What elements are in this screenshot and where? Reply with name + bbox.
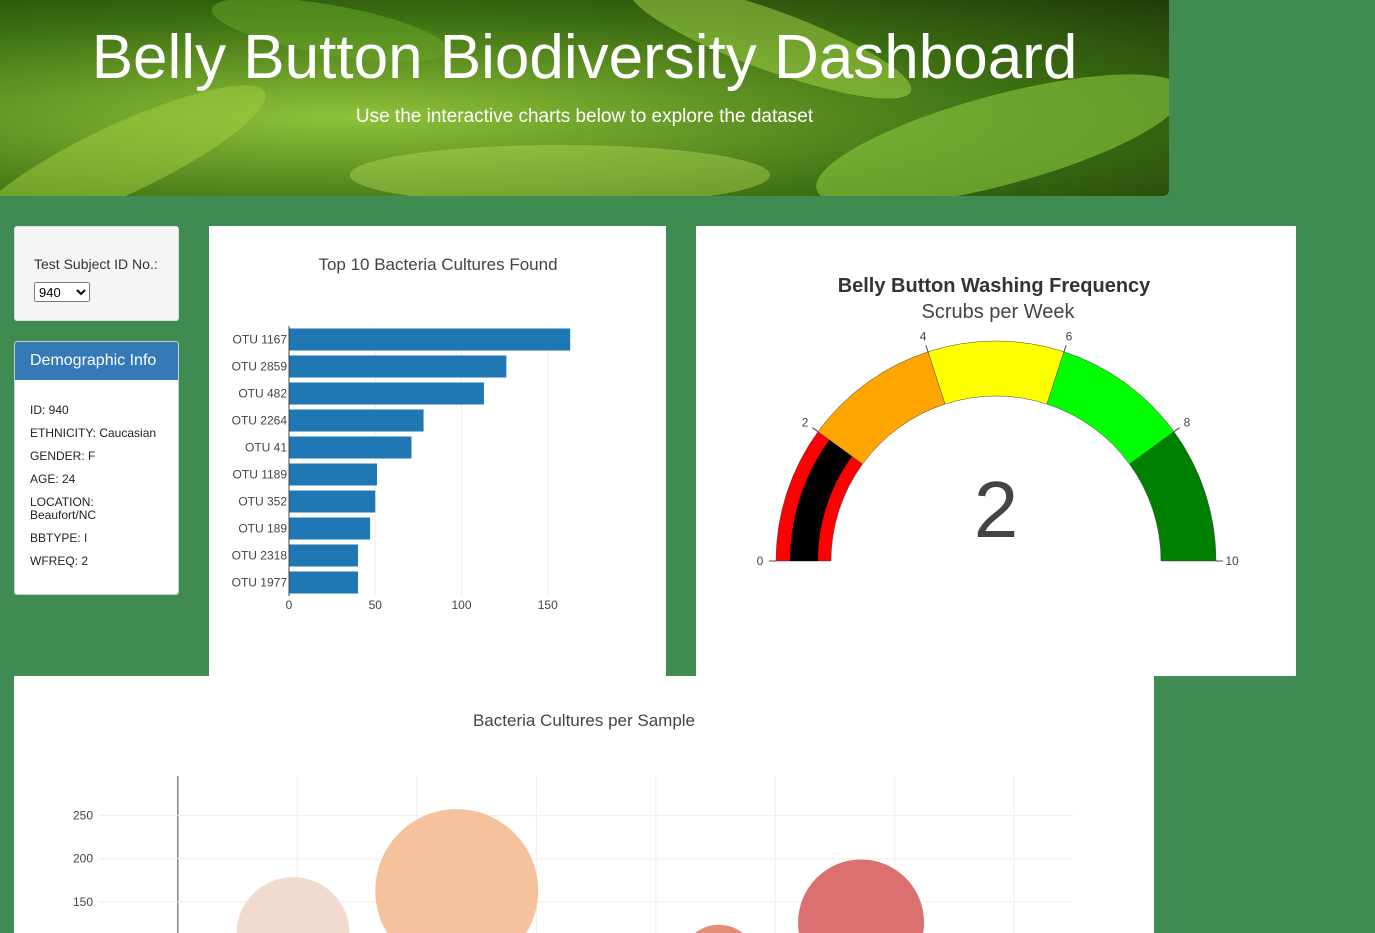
demographic-line: AGE: 24 [30, 472, 76, 486]
x-tick-label: 50 [369, 598, 383, 612]
demographic-panel: Demographic Info ID: 940 ETHNICITY: Cauca… [14, 341, 179, 595]
bar-chart: Top 10 Bacteria Cultures Found 0 50 100 150 O… [232, 255, 571, 612]
selector-label: Test Subject ID No.: [34, 256, 158, 272]
gauge-value: 2 [974, 465, 1019, 554]
banner-texture [0, 0, 1169, 196]
bar [289, 328, 571, 351]
gauge-tick-label: 0 [757, 554, 764, 568]
demographic-title: Demographic Info [15, 342, 178, 380]
y-tick-label: OTU 1977 [232, 576, 288, 590]
bar [289, 436, 412, 459]
bar [289, 544, 359, 567]
demographic-line: GENDER: F [30, 449, 96, 463]
y-tick-label: OTU 2264 [232, 414, 288, 428]
chart-title: Bacteria Cultures per Sample [473, 711, 695, 730]
header-banner: Belly Button Biodiversity Dashboard Use … [0, 0, 1169, 196]
bar [289, 517, 371, 540]
demographic-list: ID: 940 ETHNICITY: Caucasian GENDER: F AGE:… [15, 380, 178, 568]
page-subtitle: Use the interactive charts below to expl… [355, 106, 814, 127]
bubble-chart: Bacteria Cultures per Sample 150 200 250 [73, 711, 1074, 933]
demographic-line: ETHNICITY: Caucasian [30, 426, 157, 440]
gauge-tick [1173, 427, 1180, 433]
bar [289, 409, 424, 432]
gauge-tick [925, 344, 929, 352]
y-tick-label: OTU 189 [238, 522, 287, 536]
bar [289, 382, 484, 405]
bar [289, 571, 359, 594]
demographic-line: WFREQ: 2 [30, 554, 89, 568]
bubble [236, 877, 350, 933]
y-tick-label: OTU 2859 [232, 360, 288, 374]
y-tick-label: OTU 352 [238, 495, 287, 509]
y-tick-label: OTU 2318 [232, 549, 288, 563]
gauge-tick-label: 4 [920, 330, 927, 344]
gauge-panel: Belly Button Washing Frequency Scrubs per… [696, 226, 1296, 676]
gauge-tick [812, 427, 819, 433]
bar [289, 463, 377, 486]
bubble [694, 924, 743, 933]
x-tick-label: 0 [286, 598, 293, 612]
gauge-step [927, 340, 1065, 405]
y-tick-label: OTU 1189 [233, 468, 288, 482]
gauge-bar [790, 439, 852, 561]
y-tick-label: 250 [73, 809, 93, 823]
bar-panel: Top 10 Bacteria Cultures Found 0 50 100 150 O… [209, 226, 666, 676]
demographic-line: LOCATION: Beaufort/NC [30, 495, 97, 522]
bubble [798, 859, 925, 933]
chart-title: Top 10 Bacteria Cultures Found [318, 255, 557, 274]
y-tick-label: OTU 482 [238, 387, 287, 401]
x-tick-label: 100 [451, 598, 471, 612]
gauge-tick-label: 8 [1184, 415, 1191, 429]
x-tick-label: 150 [538, 598, 558, 612]
gauge-tick-label: 6 [1066, 330, 1073, 344]
y-tick-label: 200 [73, 852, 93, 866]
chart-subtitle: Scrubs per Week [921, 301, 1075, 323]
bar [289, 355, 507, 378]
gauge-tick-label: 2 [802, 415, 809, 429]
selector-panel: Test Subject ID No.: 940 [14, 226, 179, 321]
demographic-line: ID: 940 [30, 403, 69, 417]
bar [289, 490, 376, 513]
gauge-chart: Belly Button Washing Frequency Scrubs per… [757, 275, 1239, 568]
page-title: Belly Button Biodiversity Dashboard [91, 23, 1078, 92]
demographic-line: BBTYPE: I [30, 531, 88, 545]
gauge-tick-label: 10 [1225, 554, 1239, 568]
bubble [375, 809, 539, 933]
y-tick-label: OTU 41 [245, 441, 287, 455]
y-tick-label: OTU 1167 [233, 333, 288, 347]
gauge-tick [1063, 344, 1067, 352]
y-tick-label: 150 [73, 895, 93, 909]
bubble-panel: Bacteria Cultures per Sample 150 200 250 [14, 676, 1154, 933]
chart-title: Belly Button Washing Frequency [838, 275, 1151, 297]
subject-select[interactable]: 940 [34, 282, 90, 302]
